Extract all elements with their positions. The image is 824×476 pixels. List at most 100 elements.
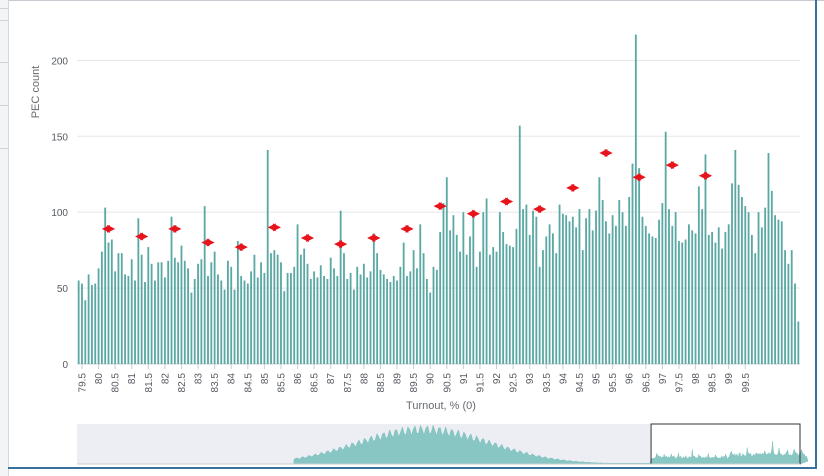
bar[interactable] bbox=[343, 253, 345, 364]
bar[interactable] bbox=[760, 227, 763, 364]
bar[interactable] bbox=[555, 253, 558, 364]
bar[interactable] bbox=[130, 259, 133, 364]
bar[interactable] bbox=[697, 186, 700, 364]
bar[interactable] bbox=[412, 250, 415, 364]
bar[interactable] bbox=[379, 269, 382, 364]
bar[interactable] bbox=[790, 250, 793, 364]
bar[interactable] bbox=[97, 268, 100, 364]
bar[interactable] bbox=[694, 233, 697, 364]
bar[interactable] bbox=[668, 209, 670, 364]
bar[interactable] bbox=[764, 207, 767, 364]
bar[interactable] bbox=[674, 212, 677, 364]
bar[interactable] bbox=[419, 224, 422, 364]
bar[interactable] bbox=[276, 254, 279, 364]
bar[interactable] bbox=[107, 242, 110, 364]
bar[interactable] bbox=[157, 262, 160, 364]
bar[interactable] bbox=[349, 272, 352, 364]
bar[interactable] bbox=[538, 266, 541, 364]
bar[interactable] bbox=[701, 209, 704, 364]
bar[interactable] bbox=[568, 221, 571, 364]
bar[interactable] bbox=[263, 272, 266, 364]
bar[interactable] bbox=[661, 203, 664, 364]
bar[interactable] bbox=[552, 233, 554, 364]
bar[interactable] bbox=[309, 278, 312, 364]
bar[interactable] bbox=[482, 212, 485, 364]
bar[interactable] bbox=[621, 212, 624, 364]
bar[interactable] bbox=[396, 280, 398, 365]
bar[interactable] bbox=[114, 271, 117, 364]
bar[interactable] bbox=[290, 272, 292, 364]
bar[interactable] bbox=[548, 224, 551, 364]
bar[interactable] bbox=[452, 215, 455, 364]
bar[interactable] bbox=[628, 197, 631, 364]
bar[interactable] bbox=[333, 268, 335, 364]
bar[interactable] bbox=[505, 244, 508, 364]
bar[interactable] bbox=[382, 274, 385, 364]
bar[interactable] bbox=[654, 237, 657, 364]
bar[interactable] bbox=[362, 263, 365, 364]
bar[interactable] bbox=[704, 154, 707, 364]
bar[interactable] bbox=[91, 285, 93, 364]
bar[interactable] bbox=[193, 278, 196, 364]
bar[interactable] bbox=[449, 230, 452, 364]
bar[interactable] bbox=[585, 218, 587, 364]
bar[interactable] bbox=[392, 275, 395, 364]
bar[interactable] bbox=[134, 280, 136, 365]
bar[interactable] bbox=[117, 253, 120, 364]
bar[interactable] bbox=[150, 263, 153, 364]
bar[interactable] bbox=[658, 219, 660, 364]
bar[interactable] bbox=[442, 203, 445, 364]
bar[interactable] bbox=[787, 263, 790, 364]
bar[interactable] bbox=[329, 257, 332, 364]
bar[interactable] bbox=[757, 212, 760, 364]
bar[interactable] bbox=[409, 271, 412, 364]
bar[interactable] bbox=[751, 234, 753, 364]
bar[interactable] bbox=[711, 231, 714, 364]
bar[interactable] bbox=[581, 250, 584, 364]
bar[interactable] bbox=[512, 247, 515, 364]
bar[interactable] bbox=[104, 207, 107, 364]
bar[interactable] bbox=[180, 245, 183, 364]
bar[interactable] bbox=[200, 259, 203, 364]
bar[interactable] bbox=[578, 209, 581, 364]
bar[interactable] bbox=[571, 216, 574, 364]
bar[interactable] bbox=[313, 271, 316, 364]
bar[interactable] bbox=[678, 241, 680, 364]
bar[interactable] bbox=[575, 227, 578, 364]
bar[interactable] bbox=[190, 292, 193, 364]
bar[interactable] bbox=[651, 236, 654, 364]
bar[interactable] bbox=[359, 274, 362, 364]
bar[interactable] bbox=[664, 131, 667, 364]
bar[interactable] bbox=[154, 280, 156, 365]
bar[interactable] bbox=[721, 248, 723, 364]
bar[interactable] bbox=[641, 216, 644, 364]
bar[interactable] bbox=[528, 234, 531, 364]
bar[interactable] bbox=[246, 283, 249, 364]
bar[interactable] bbox=[502, 231, 505, 364]
bar[interactable] bbox=[283, 291, 286, 364]
bar[interactable] bbox=[611, 215, 614, 364]
bar[interactable] bbox=[316, 277, 319, 364]
bar[interactable] bbox=[707, 234, 710, 364]
bar[interactable] bbox=[495, 251, 498, 364]
bar[interactable] bbox=[240, 275, 243, 364]
bar[interactable] bbox=[167, 260, 170, 364]
bar[interactable] bbox=[416, 268, 418, 364]
bar[interactable] bbox=[256, 277, 259, 364]
bar[interactable] bbox=[631, 163, 634, 364]
bar[interactable] bbox=[488, 254, 491, 364]
bar[interactable] bbox=[608, 233, 611, 364]
bar[interactable] bbox=[293, 266, 296, 364]
bar[interactable] bbox=[532, 210, 534, 364]
bar[interactable] bbox=[207, 275, 209, 364]
bar[interactable] bbox=[81, 283, 83, 364]
bar[interactable] bbox=[173, 257, 176, 364]
bar[interactable] bbox=[691, 230, 694, 364]
bar[interactable] bbox=[147, 247, 150, 364]
bar[interactable] bbox=[353, 289, 355, 364]
bar[interactable] bbox=[737, 184, 740, 364]
bar[interactable] bbox=[336, 275, 339, 364]
bar[interactable] bbox=[140, 254, 143, 364]
bar[interactable] bbox=[794, 283, 796, 364]
bar[interactable] bbox=[137, 218, 140, 364]
